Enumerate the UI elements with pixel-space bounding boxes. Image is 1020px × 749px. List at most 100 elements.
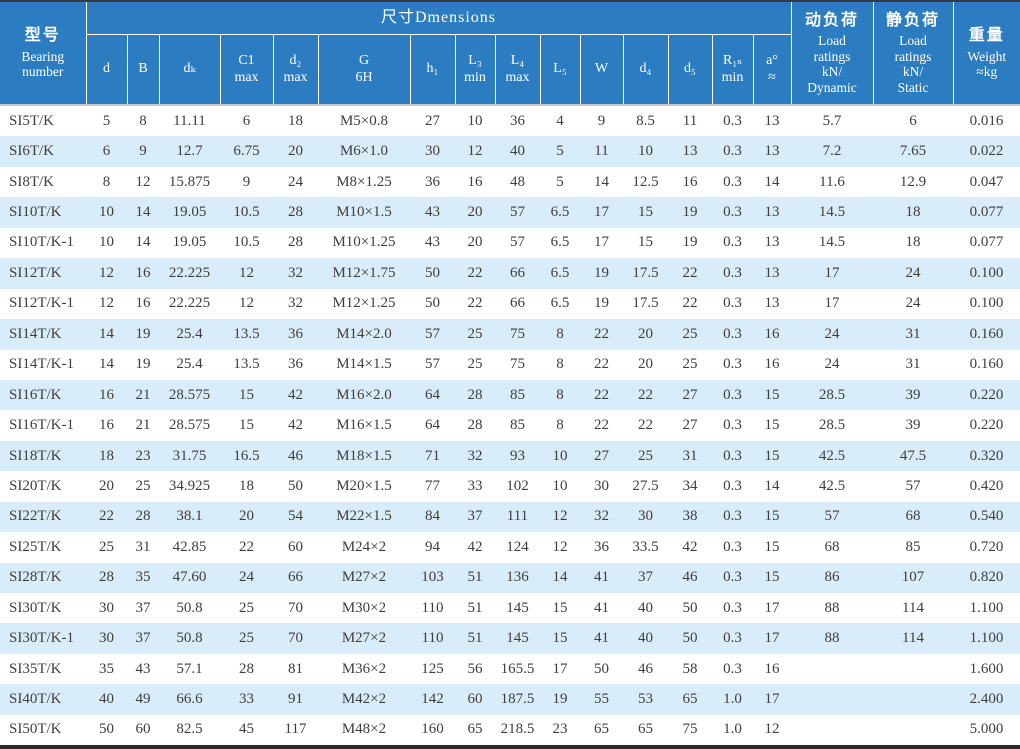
- table-cell: 14: [753, 167, 791, 197]
- table-cell: 22: [580, 410, 623, 440]
- table-cell: 142: [410, 684, 455, 714]
- table-cell: 65: [668, 684, 712, 714]
- table-cell: 14: [127, 197, 159, 227]
- table-cell: 42: [273, 380, 318, 410]
- table-cell: 8: [540, 350, 580, 380]
- table-cell: 5.000: [953, 715, 1020, 745]
- table-cell: 10: [540, 471, 580, 501]
- column-header: d₂ max: [273, 35, 318, 106]
- table-cell: 0.3: [712, 136, 753, 166]
- table-cell: 27: [410, 105, 455, 136]
- table-cell: 12: [753, 715, 791, 745]
- table-cell: 114: [873, 623, 953, 653]
- table-cell: [873, 684, 953, 714]
- column-header: W: [580, 35, 623, 106]
- table-cell: M18×1.5: [318, 441, 410, 471]
- table-cell: 88: [791, 593, 873, 623]
- table-cell: 0.3: [712, 532, 753, 562]
- table-cell: 28.5: [791, 410, 873, 440]
- table-cell: 85: [873, 532, 953, 562]
- table-cell: 71: [410, 441, 455, 471]
- table-cell: 27: [580, 441, 623, 471]
- table-cell: 40: [495, 136, 540, 166]
- table-cell: M20×1.5: [318, 471, 410, 501]
- table-cell: 51: [455, 563, 495, 593]
- bearing-number-cell: SI18T/K: [0, 441, 86, 471]
- table-cell: 13: [753, 228, 791, 258]
- table-cell: 70: [273, 623, 318, 653]
- table-cell: 42: [668, 532, 712, 562]
- table-cell: 22: [668, 289, 712, 319]
- table-cell: 16: [753, 319, 791, 349]
- table-cell: 11: [668, 105, 712, 136]
- table-cell: 25: [220, 623, 273, 653]
- table-cell: 37: [127, 623, 159, 653]
- table-cell: 17: [540, 654, 580, 684]
- table-cell: 0.100: [953, 258, 1020, 288]
- table-cell: 0.320: [953, 441, 1020, 471]
- header-bearing-number-zh: 型号: [0, 26, 86, 45]
- table-cell: 125: [410, 654, 455, 684]
- table-cell: 24: [791, 350, 873, 380]
- table-cell: 50: [668, 593, 712, 623]
- table-cell: 24: [220, 563, 273, 593]
- table-cell: 42: [273, 410, 318, 440]
- table-cell: 11: [580, 136, 623, 166]
- column-header: L₅: [540, 35, 580, 106]
- table-cell: 12: [540, 502, 580, 532]
- table-cell: 56: [455, 654, 495, 684]
- table-cell: 28.5: [791, 380, 873, 410]
- table-cell: 6.5: [540, 228, 580, 258]
- table-cell: 57: [495, 228, 540, 258]
- table-cell: 15: [220, 380, 273, 410]
- table-cell: 25: [220, 593, 273, 623]
- bearing-number-cell: SI12T/K-1: [0, 289, 86, 319]
- table-cell: [791, 654, 873, 684]
- table-cell: M8×1.25: [318, 167, 410, 197]
- table-cell: 12: [220, 289, 273, 319]
- header-bearing-number-en: Bearing number: [0, 49, 86, 80]
- table-cell: 46: [668, 563, 712, 593]
- table-cell: 17: [753, 684, 791, 714]
- table-cell: 28.575: [159, 410, 220, 440]
- table-cell: 42.5: [791, 471, 873, 501]
- table-cell: 40: [86, 684, 127, 714]
- table-cell: 0.3: [712, 167, 753, 197]
- table-cell: 1.0: [712, 715, 753, 745]
- table-cell: 31.75: [159, 441, 220, 471]
- bearing-number-cell: SI28T/K: [0, 563, 86, 593]
- table-cell: 12: [455, 136, 495, 166]
- table-cell: M12×1.25: [318, 289, 410, 319]
- table-cell: [791, 715, 873, 745]
- table-cell: 25: [668, 319, 712, 349]
- table-cell: 110: [410, 623, 455, 653]
- table-cell: 6.5: [540, 197, 580, 227]
- table-cell: 50.8: [159, 593, 220, 623]
- column-header: C1 max: [220, 35, 273, 106]
- table-cell: 14.5: [791, 197, 873, 227]
- table-cell: M6×1.0: [318, 136, 410, 166]
- table-cell: 8: [540, 410, 580, 440]
- table-cell: 46: [623, 654, 668, 684]
- table-cell: 15: [753, 441, 791, 471]
- table-cell: 15: [540, 623, 580, 653]
- table-cell: 114: [873, 593, 953, 623]
- table-cell: 65: [623, 715, 668, 745]
- table-cell: 23: [127, 441, 159, 471]
- bearing-number-cell: SI12T/K: [0, 258, 86, 288]
- table-cell: 15: [623, 197, 668, 227]
- table-cell: 0.3: [712, 197, 753, 227]
- table-cell: 50: [410, 289, 455, 319]
- table-cell: 0.3: [712, 654, 753, 684]
- table-cell: 0.3: [712, 228, 753, 258]
- table-cell: 34: [668, 471, 712, 501]
- table-cell: 33: [220, 684, 273, 714]
- table-cell: 93: [495, 441, 540, 471]
- table-cell: 25: [86, 532, 127, 562]
- table-cell: 0.3: [712, 471, 753, 501]
